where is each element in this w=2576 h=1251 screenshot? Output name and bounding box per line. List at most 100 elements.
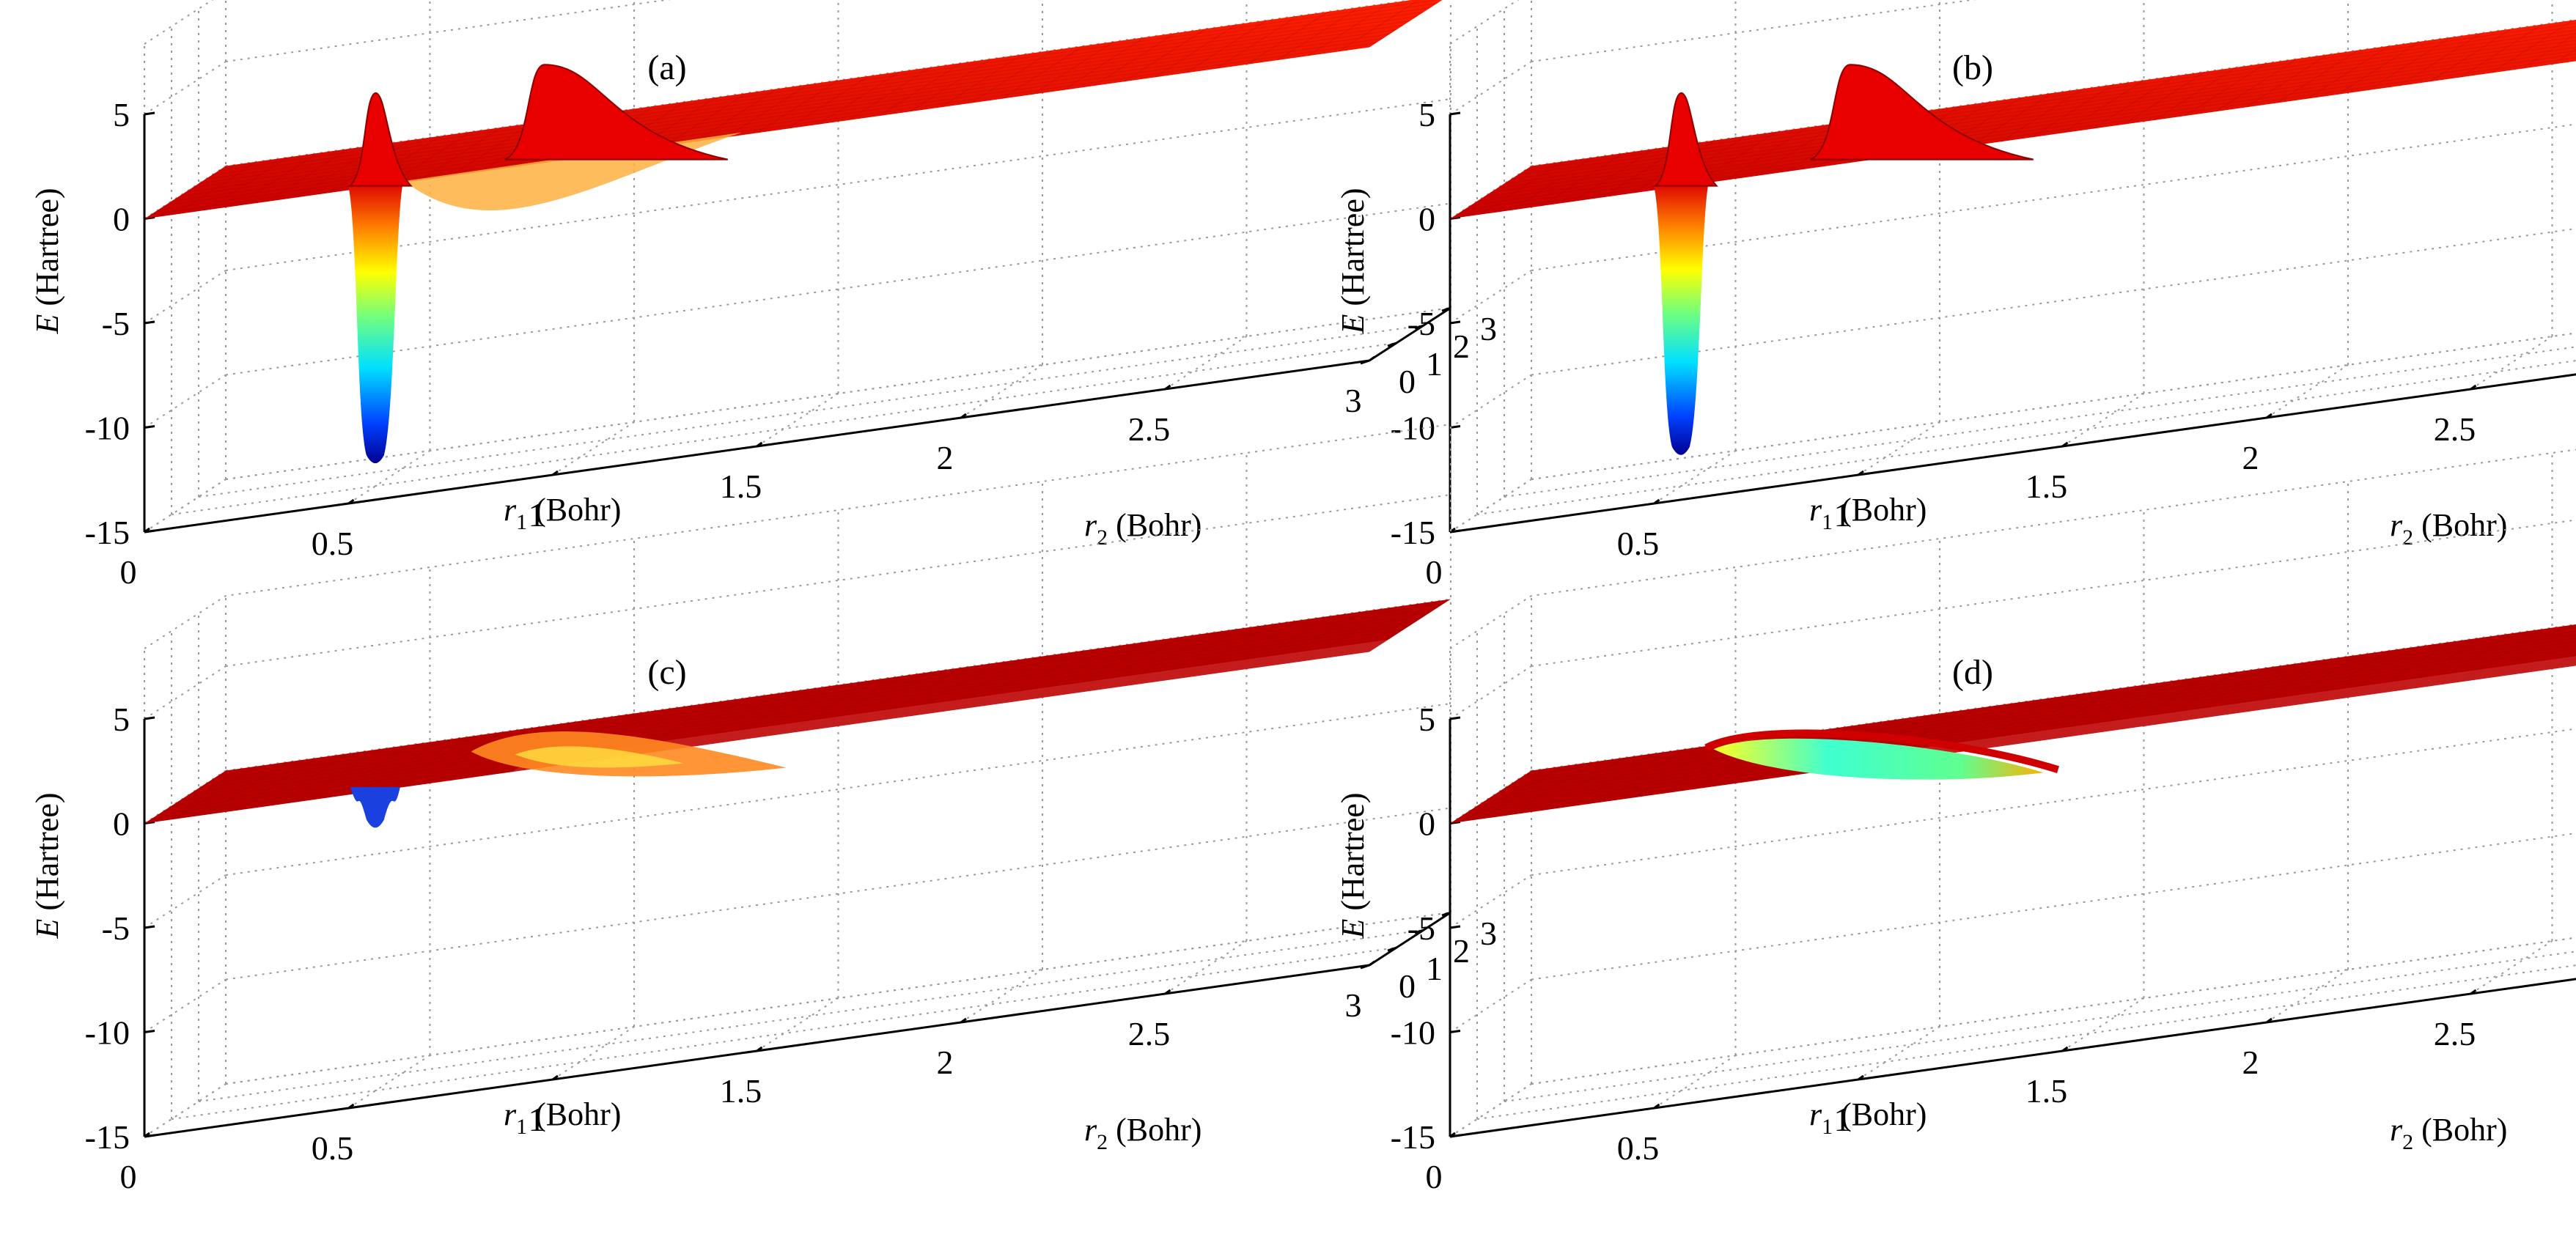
- x-tick-mark: [756, 441, 763, 448]
- mesh-line: [450, 122, 533, 177]
- x-tick-mark: [2061, 1046, 2069, 1052]
- grid-line: [1164, 940, 1248, 994]
- grid-line: [1531, 123, 2576, 271]
- grid-line: [1449, 665, 1532, 720]
- grid-line: [1531, 937, 2576, 1085]
- x-axis-label: r1 (Bohr): [1809, 1096, 1927, 1139]
- mesh-line: [2399, 637, 2481, 691]
- x-tick-mark: [1369, 355, 1375, 362]
- mesh-line: [1504, 638, 2576, 789]
- mesh-line: [218, 0, 1439, 171]
- x-tick-mark: [2266, 413, 2273, 419]
- grid-line: [1858, 421, 1940, 476]
- mesh-line: [1756, 122, 1839, 177]
- grid-line: [144, 1083, 227, 1137]
- mesh-line: [1032, 646, 1114, 700]
- x-tick-mark: [1164, 989, 1171, 995]
- surface-plane: [1450, 624, 2576, 824]
- surface-highlight: [512, 639, 1388, 772]
- surface-plane: [1450, 19, 2576, 219]
- grid-line: [1504, 346, 2576, 498]
- grid-line: [225, 98, 1451, 271]
- mesh-line: [1155, 24, 1237, 78]
- mesh-line: [1504, 33, 2576, 184]
- z-tick-label: -5: [1407, 909, 1435, 947]
- z-axis-label: E (Hartree): [1335, 792, 1371, 939]
- x-tick-label: 0.5: [1617, 1129, 1660, 1167]
- mesh-line: [1124, 632, 1207, 687]
- surface-highlight: [1817, 656, 2576, 772]
- mesh-line: [2307, 650, 2389, 704]
- z-tick-label: -15: [1391, 514, 1435, 551]
- z-tick-mark: [1449, 716, 1461, 720]
- z-tick-label: 5: [113, 701, 130, 738]
- mesh-line: [2429, 632, 2512, 687]
- y-tick-mark: [1414, 324, 1424, 330]
- labels: (b) E (Hartree) r1 (Bohr) r2 (Bohr): [1335, 48, 2507, 550]
- mesh-line: [2031, 688, 2113, 742]
- x-axis-label: r1 (Bohr): [504, 492, 621, 534]
- z-tick-label: 0: [1418, 201, 1435, 238]
- mesh-line: [1093, 637, 1176, 691]
- x-tick-label: 0.5: [312, 525, 354, 562]
- y-axis-label: r2 (Bohr): [2390, 1112, 2507, 1154]
- mesh-line: [757, 684, 839, 738]
- z-tick-mark: [144, 925, 155, 929]
- mesh-line: [1524, 23, 2576, 171]
- x-tick-label: 1: [1834, 1101, 1851, 1138]
- grid-line: [347, 1055, 431, 1109]
- z-tick-mark: [1449, 111, 1461, 116]
- energy-well: [350, 786, 400, 828]
- mesh-line: [2245, 53, 2328, 108]
- grid-line: [2061, 393, 2145, 447]
- mesh-line: [1490, 644, 2576, 797]
- x-tick-label: 1.5: [720, 468, 762, 505]
- grid-line: [1476, 964, 2576, 1120]
- mesh-line: [1246, 616, 1329, 670]
- z-tick-mark: [1449, 425, 1461, 429]
- mesh-line: [151, 43, 1377, 215]
- mesh-line: [2215, 58, 2297, 112]
- mesh-line: [1470, 654, 2576, 811]
- x-tick-label: 3: [1345, 382, 1362, 419]
- mesh-line: [787, 680, 869, 734]
- mesh-line: [218, 603, 1444, 775]
- mesh-line: [205, 157, 287, 211]
- mesh-line: [389, 736, 471, 790]
- mesh-line: [1463, 658, 2576, 815]
- mesh-line: [2460, 24, 2542, 78]
- mesh-line: [2368, 641, 2451, 695]
- grid-line: [960, 364, 1043, 418]
- z-tick-label: 0: [113, 201, 130, 238]
- mesh-line: [1457, 662, 2576, 819]
- z-tick-label: -10: [1391, 410, 1435, 447]
- energy-well: [347, 182, 403, 464]
- mesh-line: [191, 621, 1417, 793]
- mesh-line: [2307, 45, 2389, 100]
- mesh-line: [2093, 75, 2175, 130]
- z-tick-label: -15: [85, 514, 130, 551]
- mesh-line: [2215, 663, 2297, 717]
- grid-line: [347, 450, 431, 504]
- grid-line: [171, 947, 1397, 1120]
- y-tick-label: 3: [1480, 915, 1497, 952]
- mesh-line: [198, 12, 1424, 184]
- grid-line: [1653, 450, 1737, 504]
- x-tick-mark: [756, 1046, 763, 1052]
- mesh-line: [1062, 37, 1145, 91]
- x-tick-label: 0: [120, 1158, 137, 1195]
- mesh-line: [940, 658, 1023, 712]
- mesh-line: [695, 693, 778, 747]
- mesh-line: [158, 38, 1383, 210]
- z-tick-label: 0: [1418, 805, 1435, 843]
- energy-ridge: [1704, 729, 2059, 773]
- mesh-line: [1124, 28, 1207, 82]
- z-tick-mark: [144, 716, 155, 720]
- surface-plane: [144, 0, 1443, 219]
- grid-line: [552, 1026, 635, 1080]
- grid-line: [198, 929, 1424, 1102]
- mesh-line: [1542, 152, 1624, 207]
